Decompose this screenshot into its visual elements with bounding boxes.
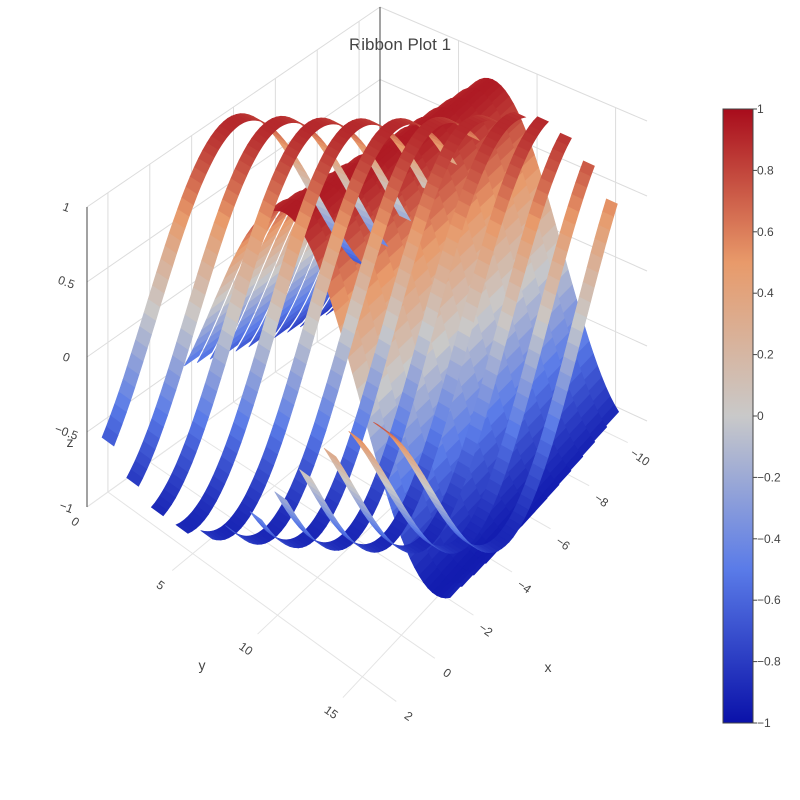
x-tick-label: −10	[628, 446, 653, 469]
ribbon-segment	[348, 431, 365, 445]
colorbar-tick-label: −0.6	[757, 593, 781, 607]
colorbar-tick-label: 1	[757, 102, 764, 116]
grid-line	[107, 491, 397, 702]
y-tick-label: 0	[69, 514, 83, 529]
ribbon-strip	[126, 115, 389, 487]
z-tick-label: −1	[58, 498, 76, 516]
y-tick-label: 10	[236, 639, 255, 658]
x-tick-label: 2	[402, 709, 416, 724]
colorbar-bar	[722, 108, 754, 724]
ribbon-strip	[225, 116, 480, 545]
colorbar-tick-label: 0	[757, 409, 764, 423]
ribbon-strip	[348, 160, 595, 554]
colorbar-tick-label: 0.4	[757, 286, 774, 300]
ribbon-strip	[200, 118, 458, 541]
y-tick-label: 15	[322, 703, 341, 722]
grid-line	[379, 6, 648, 122]
ribbon-series	[101, 77, 620, 599]
y-tick-label: 5	[154, 578, 168, 593]
colorbar-tick-label: 0.8	[757, 163, 774, 177]
ribbon-segment	[444, 582, 465, 599]
ribbon-segment	[290, 516, 307, 531]
colorbar-ticks: 1 0.8 0.6 0.4 0.2 0 −0.2 −0.4 −0.6 −0.8 −1	[753, 102, 781, 730]
ribbon-segment	[175, 522, 193, 534]
colorbar: 1 0.8 0.6 0.4 0.2 0 −0.2 −0.4 −0.6 −0.8 −1	[722, 102, 781, 730]
ribbon-strip	[323, 132, 572, 554]
x-tick-label: −2	[476, 620, 496, 640]
ribbon-segment	[150, 501, 168, 517]
ribbon-segment	[373, 421, 390, 434]
ribbon-segment	[468, 559, 489, 576]
ribbon-segment	[299, 469, 316, 486]
colorbar-tick-label: 0.2	[757, 348, 774, 362]
colorbar-tick-label: −0.8	[757, 655, 781, 669]
x-tick-label: −6	[553, 534, 573, 554]
ribbon-segment	[200, 530, 217, 541]
ribbon-strip	[175, 118, 435, 534]
z-tick-label: 0.5	[56, 273, 77, 292]
colorbar-tick-label: −0.2	[757, 470, 781, 484]
ribbon-segment	[126, 469, 144, 487]
colorbar-tick-label: 0.6	[757, 225, 774, 239]
grid-line	[149, 461, 436, 659]
ribbon-segment	[225, 525, 242, 538]
x-axis-title: x	[545, 659, 552, 675]
ribbon-segment	[274, 491, 291, 508]
z-tick-label: 0	[61, 350, 72, 366]
ribbon-strip	[373, 198, 618, 554]
colorbar-tick-label: −1	[757, 716, 771, 730]
x-tick-label: 0	[440, 665, 454, 680]
x-tick-label: −4	[515, 577, 535, 597]
ribbon-strip	[274, 111, 527, 551]
y-axis-title: y	[199, 657, 206, 673]
ribbon-segment	[249, 511, 267, 526]
ribbon-strip	[150, 117, 412, 517]
chart-title: Ribbon Plot 1	[349, 35, 451, 54]
z-axis-title: z	[67, 434, 74, 450]
ribbon-segment	[101, 426, 119, 447]
x-tick-label: −8	[592, 491, 612, 511]
colorbar-tick-label: −0.4	[757, 532, 781, 546]
z-tick-label: 1	[61, 200, 72, 216]
ribbon-segment	[323, 447, 341, 464]
